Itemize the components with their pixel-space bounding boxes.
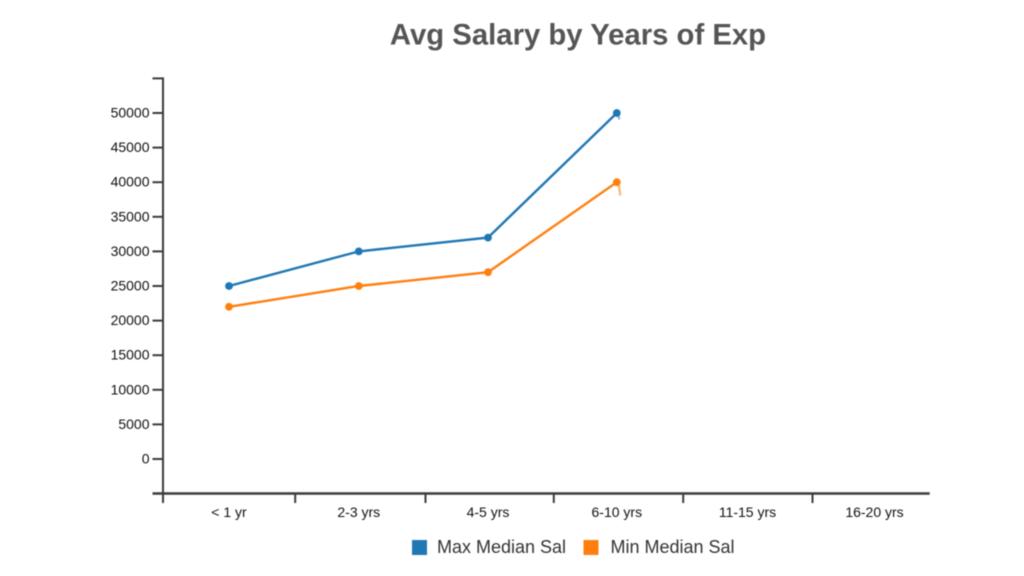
svg-text:15000: 15000 <box>111 347 150 363</box>
svg-text:16-20 yrs: 16-20 yrs <box>845 504 903 520</box>
svg-text:6-10 yrs: 6-10 yrs <box>592 504 643 520</box>
svg-text:Min Median Sal: Min Median Sal <box>611 537 735 557</box>
svg-text:11-15 yrs: 11-15 yrs <box>719 504 776 520</box>
svg-text:20000: 20000 <box>111 312 150 328</box>
svg-text:40000: 40000 <box>111 174 150 190</box>
svg-text:45000: 45000 <box>111 139 150 155</box>
svg-text:Avg Salary by Years of Exp: Avg Salary by Years of Exp <box>390 18 766 51</box>
svg-text:5000: 5000 <box>118 416 149 432</box>
svg-text:Max Median Sal: Max Median Sal <box>437 537 566 557</box>
svg-text:30000: 30000 <box>111 243 150 259</box>
svg-text:25000: 25000 <box>111 278 150 294</box>
svg-text:35000: 35000 <box>111 208 150 224</box>
svg-text:2-3 yrs: 2-3 yrs <box>337 504 380 520</box>
svg-text:50000: 50000 <box>111 105 150 121</box>
svg-text:10000: 10000 <box>111 381 150 397</box>
svg-text:< 1 yr: < 1 yr <box>211 504 247 520</box>
svg-text:4-5 yrs: 4-5 yrs <box>467 504 510 520</box>
svg-text:0: 0 <box>142 451 150 467</box>
